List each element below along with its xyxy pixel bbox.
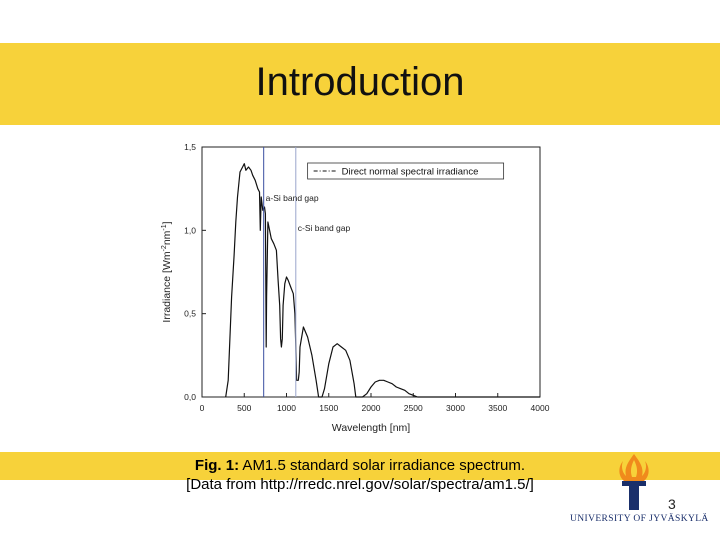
x-tick-label: 4000 <box>531 403 550 413</box>
x-tick-label: 500 <box>237 403 251 413</box>
x-tick-label: 2500 <box>404 403 423 413</box>
c-si-band-gap-label: c-Si band gap <box>298 223 351 233</box>
legend-entry-label: Direct normal spectral irradiance <box>342 167 479 178</box>
plot-frame <box>201 146 541 398</box>
torch-logo-icon <box>619 454 649 510</box>
caption-text: AM1.5 standard solar irradiance spectrum… <box>239 457 526 474</box>
legend-box <box>307 162 505 180</box>
x-tick-label: 2000 <box>362 403 381 413</box>
x-tick-label: 1000 <box>277 403 296 413</box>
y-tick-label: 0,5 <box>184 309 196 319</box>
caption-band <box>0 452 720 480</box>
caption-source: [Data from http://rredc.nrel.gov/solar/s… <box>186 476 534 493</box>
a-si-band-gap-label: a-Si band gap <box>266 193 319 203</box>
figure-caption: Fig. 1: AM1.5 standard solar irradiance … <box>0 456 720 494</box>
x-tick-label: 1500 <box>319 403 338 413</box>
x-axis-label: Wavelength [nm] <box>332 422 410 434</box>
slide-title: Introduction <box>255 60 465 104</box>
y-tick-label: 1,5 <box>184 142 196 152</box>
y-tick-label: 1,0 <box>184 225 196 235</box>
university-name: UNIVERSITY OF JYVÄSKYLÄ <box>570 514 709 524</box>
x-tick-label: 0 <box>200 403 205 413</box>
x-tick-label: 3000 <box>446 403 465 413</box>
y-tick-label: 0,0 <box>184 392 196 402</box>
title-band <box>0 43 720 125</box>
spectrum-series-line <box>225 163 540 398</box>
x-tick-label: 3500 <box>488 403 507 413</box>
page-number: 3 <box>668 496 676 512</box>
caption-fig-label: Fig. 1: <box>194 457 240 474</box>
spectrum-chart: 0 500 1000 1500 2000 2500 3000 3500 4000 0,0 0,5 1,… <box>161 142 550 434</box>
y-axis-label: Irradiance [Wm-2nm-1] <box>161 221 173 322</box>
